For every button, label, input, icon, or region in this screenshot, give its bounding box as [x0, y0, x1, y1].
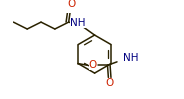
Text: O: O [67, 0, 75, 9]
Text: NH: NH [123, 53, 139, 63]
Text: O: O [89, 60, 97, 70]
Text: NH: NH [70, 18, 86, 28]
Text: O: O [105, 78, 113, 88]
